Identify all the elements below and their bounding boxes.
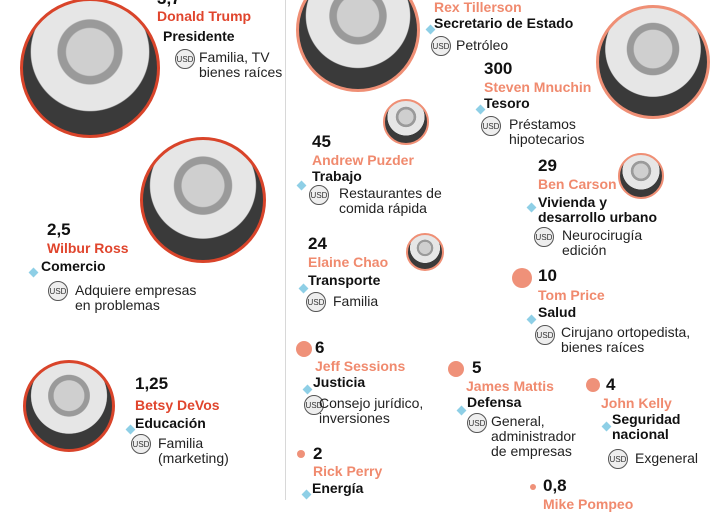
diamond-icon [28,267,39,278]
usd-icon: USD [175,49,195,69]
member-role: Secretario de Estado [434,15,574,31]
diamond-icon [298,283,309,294]
net-worth-value: 10 [538,266,557,285]
usd-icon: USD [309,185,329,205]
column-divider [285,0,286,500]
wealth-source-line: en problemas [75,297,160,313]
member-role: Seguridad nacional [612,411,681,442]
member-name: Wilbur Ross [47,240,129,256]
diamond-icon [302,384,313,395]
member-role: Trabajo [312,168,362,184]
diamond-icon [296,180,307,191]
wealth-source-line: administrador [491,428,576,444]
member-name: Betsy DeVos [135,397,220,413]
usd-icon: USD [534,227,554,247]
wealth-source-line: Familia [158,435,204,451]
wealth-source-line: (marketing) [158,450,229,466]
wealth-bubble [297,450,305,458]
diamond-icon [456,405,467,416]
member-name: James Mattis [466,378,554,394]
usd-icon: USD [131,434,151,454]
member-name: Mike Pompeo [543,496,634,512]
member-role: Presidente [163,28,235,44]
member-role: Comercio [41,258,106,274]
diamond-icon [301,489,312,500]
member-role: Transporte [308,272,381,288]
usd-icon: USD [481,116,501,136]
member-name: Elaine Chao [308,254,389,270]
net-worth-value: 1,25 [135,374,169,393]
usd-icon: USD [306,292,326,312]
portrait-photo [383,99,429,145]
portrait-photo [296,0,420,92]
member-role: Energía [312,480,364,496]
wealth-source-line: Neurocirugía [562,227,643,243]
usd-icon: USD [431,36,451,56]
member-name: Andrew Puzder [312,152,414,168]
usd-icon: USD [48,281,68,301]
net-worth-value: 5 [472,358,482,377]
member-role: Vivienda y desarrollo urbano [538,194,658,225]
wealth-source-line: Restaurantes de [339,185,442,201]
portrait-photo [20,0,160,138]
portrait-photo [596,5,710,119]
member-role: Tesoro [484,95,530,111]
net-worth-value: 2,5 [47,220,71,239]
wealth-source-line: bienes raíces [199,64,283,80]
net-worth-value: 0,8 [543,476,567,495]
wealth-bubble [512,268,532,288]
wealth-bubble [530,484,536,490]
net-worth-value: 4 [606,375,616,394]
member-role: Educación [135,415,206,431]
member-name: Donald Trump [157,8,252,24]
portrait-photo [618,153,664,199]
wealth-source-line: hipotecarios [509,131,585,147]
wealth-bubble [586,378,600,392]
net-worth-value: 3,7 [157,0,181,8]
wealth-source-line: comida rápida [339,200,427,216]
wealth-bubble [448,361,464,377]
wealth-source-line: inversiones [319,410,390,426]
diamond-icon [601,421,612,432]
wealth-source-line: General, [491,413,545,429]
diamond-icon [526,202,537,213]
diamond-icon [125,424,136,435]
wealth-source-line: Familia, TV [199,49,270,65]
wealth-source-line: Cirujano ortopedista, [561,324,691,340]
portrait-photo [140,137,266,263]
wealth-source-line: Exgeneral [635,450,699,466]
usd-icon: USD [304,395,324,415]
wealth-source-line: edición [562,242,607,258]
net-worth-value: 300 [484,59,513,78]
wealth-source-line: bienes raíces [561,339,645,355]
member-name: Rex Tillerson [434,0,522,15]
member-role: Defensa [467,394,522,410]
net-worth-value: 2 [313,444,323,463]
net-worth-value: 6 [315,338,325,357]
wealth-source-line: Petróleo [456,37,509,53]
member-name: Rick Perry [313,463,383,479]
portrait-photo [406,233,444,271]
wealth-source-line: de empresas [491,443,572,459]
member-role: Salud [538,304,577,320]
net-worth-value: 45 [312,132,331,151]
diamond-icon [526,314,537,325]
usd-icon: USD [535,325,555,345]
wealth-source-line: Préstamos [509,116,576,132]
member-role: Justicia [313,374,366,390]
wealth-bubble [296,341,312,357]
member-name: Ben Carson [538,176,617,192]
member-name: Steven Mnuchin [484,79,592,95]
wealth-source-line: Familia [333,293,379,309]
net-worth-value: 24 [308,234,327,253]
portrait-photo [23,360,115,452]
usd-icon: USD [608,449,628,469]
wealth-source-line: Adquiere empresas [75,282,197,298]
usd-icon: USD [467,413,487,433]
member-name: Tom Price [538,287,605,303]
net-worth-value: 29 [538,156,557,175]
member-name: Jeff Sessions [315,358,406,374]
wealth-source-line: Consejo jurídico, [319,395,424,411]
member-name: John Kelly [601,395,672,411]
